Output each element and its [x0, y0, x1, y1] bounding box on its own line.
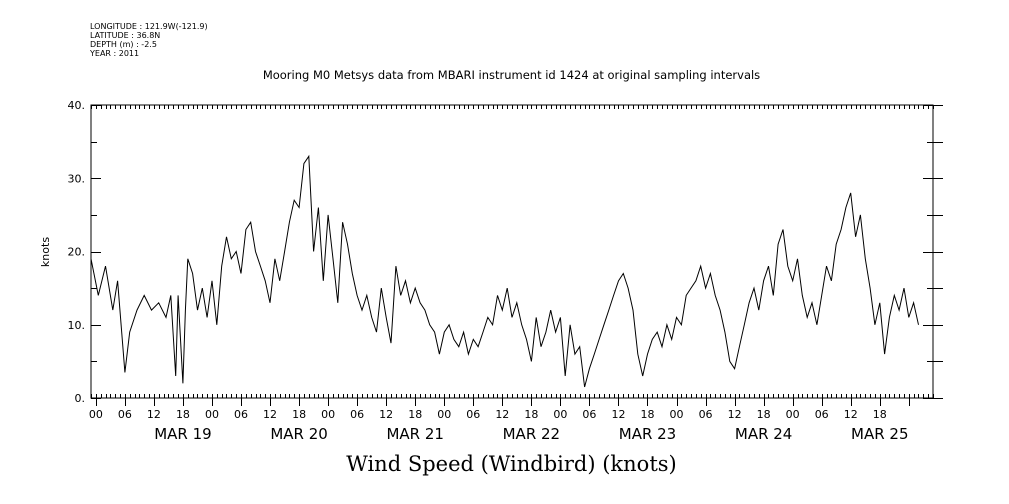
y-tick-label: 20.: [68, 246, 86, 259]
x-hour-label: 12: [844, 408, 858, 421]
y-tick-label: 0.: [75, 392, 86, 405]
x-axis-title-text: Wind Speed (Windbird) (knots): [346, 452, 677, 476]
x-day-label: MAR 25: [851, 425, 908, 443]
x-hour-label: 00: [670, 408, 684, 421]
x-hour-label: 12: [379, 408, 393, 421]
plot-frame: [90, 104, 934, 399]
y-tick-label: 40.: [68, 99, 86, 112]
x-day-label: MAR 19: [154, 425, 211, 443]
x-day-label: MAR 20: [270, 425, 327, 443]
wind-speed-series-line: [90, 154, 919, 388]
x-hour-label: 18: [757, 408, 771, 421]
x-hour-label: 12: [263, 408, 277, 421]
x-hour-label: 00: [553, 408, 567, 421]
longitude-text: LONGITUDE : 121.9W(-121.9): [90, 22, 208, 31]
x-day-label: MAR 21: [386, 425, 443, 443]
x-hour-label: 00: [321, 408, 335, 421]
metadata-block: LONGITUDE : 121.9W(-121.9) LATITUDE : 36…: [90, 22, 208, 58]
x-hour-label: 00: [89, 408, 103, 421]
x-axis-title: Wind Speed (Windbird) (knots): [0, 452, 1009, 476]
latitude-text: LATITUDE : 36.8N: [90, 31, 161, 40]
x-hour-label: 18: [176, 408, 190, 421]
x-hour-label: 18: [524, 408, 538, 421]
x-day-label: MAR 22: [503, 425, 560, 443]
x-hour-label: 06: [815, 408, 829, 421]
x-hour-label: 00: [205, 408, 219, 421]
x-hour-label: 06: [350, 408, 364, 421]
x-hour-label: 12: [611, 408, 625, 421]
x-hour-label: 12: [728, 408, 742, 421]
chart-title-text: Mooring M0 Metsys data from MBARI instru…: [262, 68, 761, 82]
y-tick-label: 30.: [68, 172, 86, 185]
y-tick-label: 10.: [68, 319, 86, 332]
x-hour-label: 18: [873, 408, 887, 421]
depth-text: DEPTH (m) : -2.5: [90, 40, 157, 49]
x-hour-label: 00: [786, 408, 800, 421]
x-hour-label: 06: [699, 408, 713, 421]
x-hour-label: 18: [408, 408, 422, 421]
x-hour-label: 18: [292, 408, 306, 421]
x-hour-label: 06: [118, 408, 132, 421]
x-hour-label: 12: [147, 408, 161, 421]
x-hour-label: 00: [437, 408, 451, 421]
x-hour-label: 06: [466, 408, 480, 421]
x-hour-label: 12: [495, 408, 509, 421]
x-hour-label: 06: [582, 408, 596, 421]
year-text: YEAR : 2011: [90, 49, 140, 58]
x-hour-label: 06: [234, 408, 248, 421]
x-day-label: MAR 23: [619, 425, 676, 443]
chart-title: Mooring M0 Metsys data from MBARI instru…: [0, 68, 1009, 82]
y-axis-label: knots: [39, 237, 52, 267]
x-hour-label: 18: [640, 408, 654, 421]
x-day-label: MAR 24: [735, 425, 792, 443]
